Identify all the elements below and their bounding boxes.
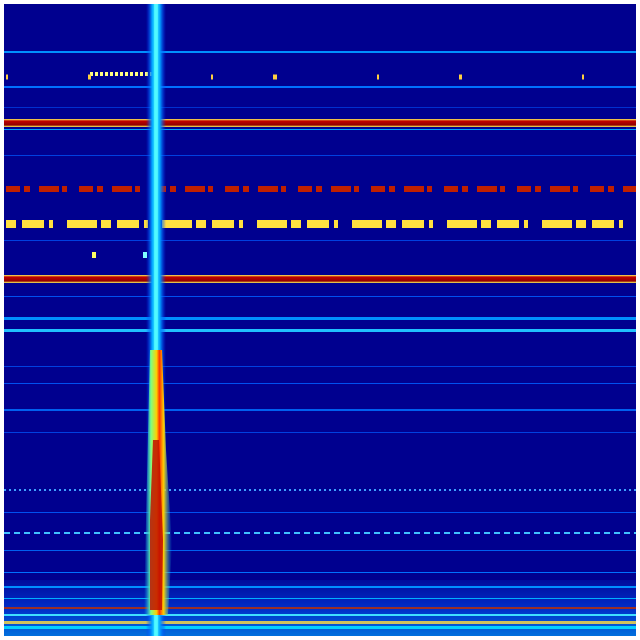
h-line (4, 598, 636, 599)
red-band (4, 119, 636, 127)
h-line (4, 550, 636, 551)
h-line (4, 586, 636, 588)
h-line (4, 572, 636, 573)
signal-hot (150, 440, 163, 610)
h-line (4, 626, 636, 629)
h-line (4, 155, 636, 156)
h-line (4, 383, 636, 384)
h-line (4, 614, 636, 616)
h-line (4, 296, 636, 297)
h-line (4, 129, 636, 130)
signal-core (154, 4, 158, 636)
h-line (4, 621, 636, 624)
h-line (4, 366, 636, 367)
h-line (4, 512, 636, 513)
h-line (4, 107, 636, 108)
h-line (4, 607, 636, 609)
blip (143, 252, 147, 258)
h-line (4, 432, 636, 433)
h-line (4, 51, 636, 53)
h-line (4, 329, 636, 332)
h-line (4, 317, 636, 320)
h-line (4, 409, 636, 411)
h-line (4, 86, 636, 88)
red-band (4, 275, 636, 283)
h-line (4, 240, 636, 241)
blip (92, 252, 96, 258)
